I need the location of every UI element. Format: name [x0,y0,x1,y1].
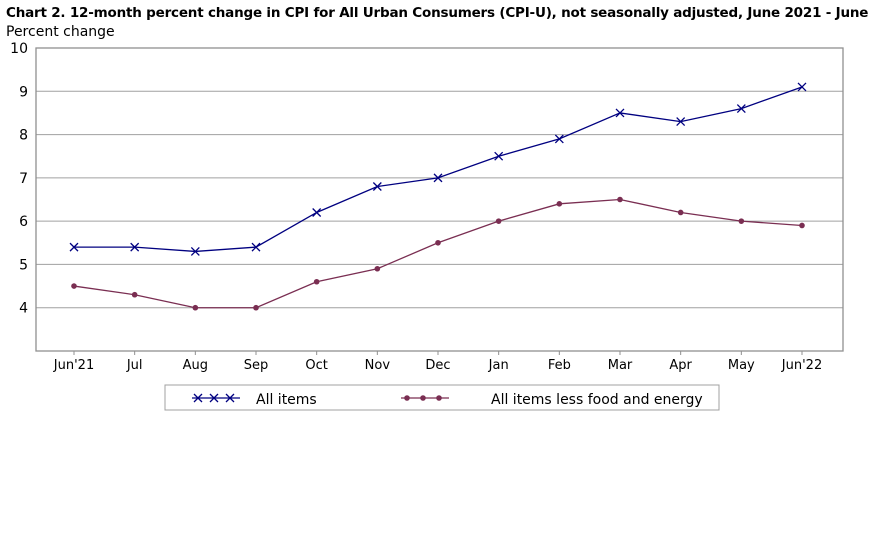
x-tick-label: Jun'22 [781,358,822,373]
y-axis-label: Percent change [6,24,115,40]
data-point-x-marker [797,82,807,92]
y-tick-label: 4 [19,301,28,317]
legend-circle-marker [404,395,410,401]
legend-x-marker [209,393,219,403]
data-point-x-marker [554,134,564,144]
data-point-circle-marker [374,265,381,272]
x-tick-label: Jan [488,358,509,373]
x-tick-label: Feb [548,358,571,373]
y-tick-label: 10 [10,41,28,57]
x-tick-label: May [728,358,755,373]
data-point-x-marker [494,151,504,161]
x-tick-label: Nov [365,358,391,373]
data-point-circle-marker [71,283,77,289]
data-point-x-marker [372,182,382,191]
data-point-circle-marker [253,304,259,311]
x-tick-label: Jul [126,358,143,373]
legend-label: All items [256,392,317,408]
y-tick-label: 9 [19,84,28,100]
legend-x-marker [193,393,203,403]
legend-x-marker [225,393,235,403]
data-point-x-marker [251,242,261,252]
y-tick-label: 7 [19,171,28,187]
plot-area [35,47,844,352]
data-point-x-marker [615,108,625,118]
data-point-circle-marker [131,291,138,298]
x-tick-label: Sep [244,358,269,373]
x-tick-label: Oct [305,358,327,373]
series-line [74,86,803,253]
x-tick-label: Mar [608,358,633,373]
legend-label: All items less food and energy [491,392,703,408]
data-point-circle-marker [495,218,502,224]
x-tick-label: Aug [183,358,208,373]
data-point-x-marker [130,242,140,252]
data-point-x-marker [676,117,686,127]
legend-circle-marker [420,395,426,401]
series-core [71,196,805,311]
y-tick-label: 6 [19,214,28,230]
chart-title: Chart 2. 12-month percent change in CPI … [6,5,869,21]
data-point-x-marker [736,104,746,114]
data-point-x-marker [190,246,200,256]
x-tick-label: Jun'21 [53,358,94,373]
data-point-x-marker [433,173,443,183]
x-tick-label: Apr [669,358,692,373]
data-point-circle-marker [556,201,563,207]
series-all-items [69,82,807,256]
data-point-circle-marker [435,239,441,246]
data-point-circle-marker [313,278,320,285]
data-point-circle-marker [192,304,199,311]
legend-circle-marker [436,395,442,401]
legend: All items All items less food and energy [164,384,720,411]
y-tick-label: 8 [19,128,28,144]
data-point-circle-marker [677,209,684,216]
data-point-circle-marker [738,218,745,224]
data-point-x-marker [69,242,79,252]
data-point-x-marker [312,208,322,217]
y-tick-label: 5 [19,257,28,273]
series-line [73,198,803,309]
data-point-circle-marker [799,222,805,229]
data-point-circle-marker [617,196,623,203]
x-tick-label: Dec [425,358,450,373]
